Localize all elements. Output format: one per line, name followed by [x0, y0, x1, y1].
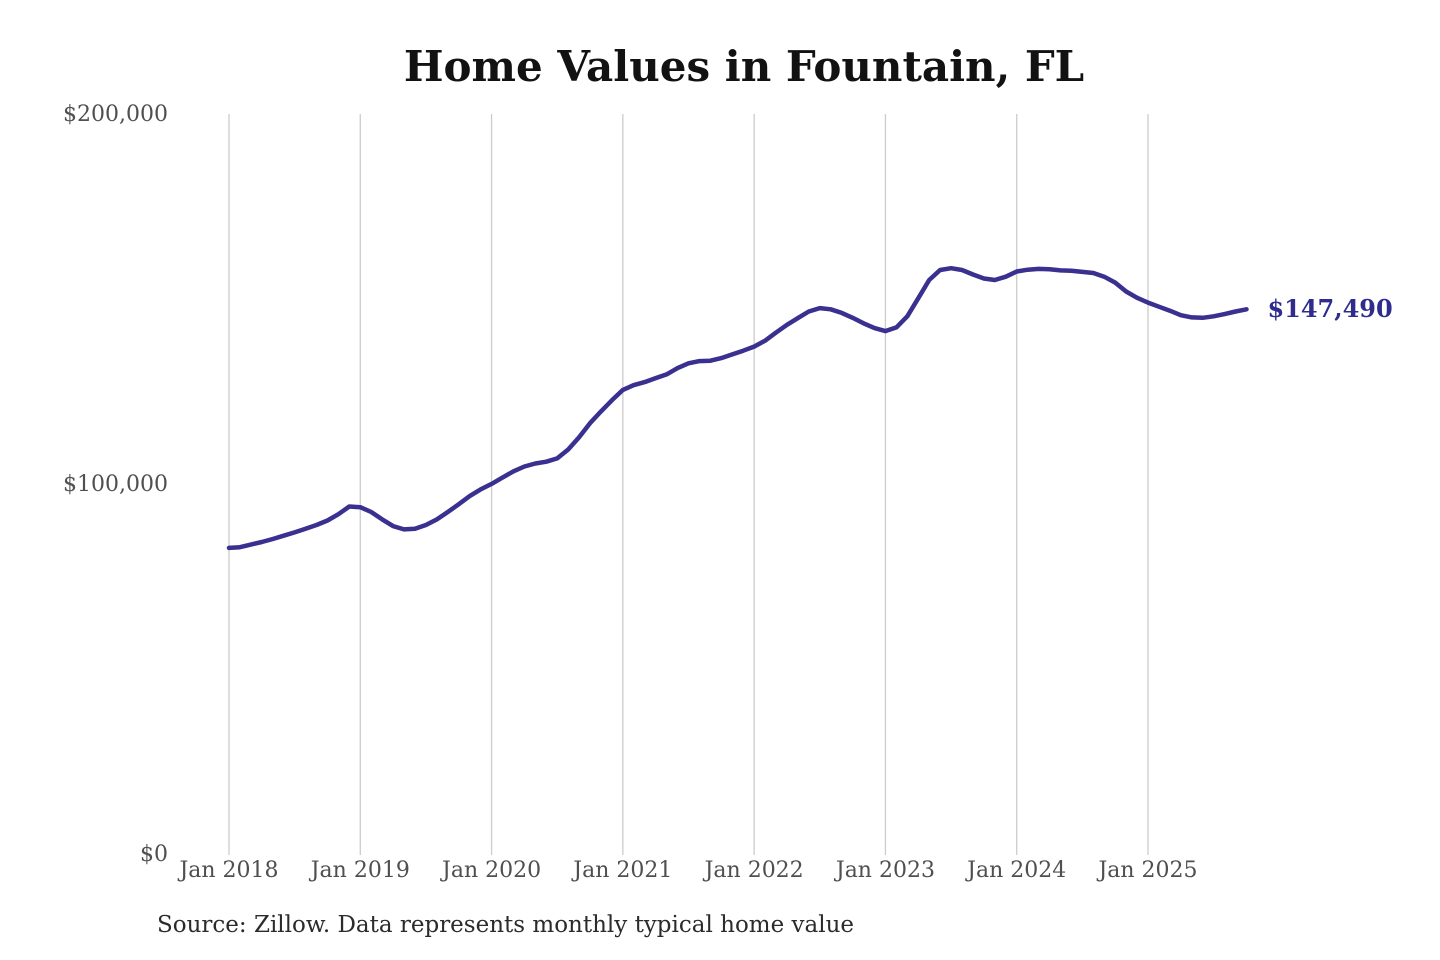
y-tick-label: $200,000: [63, 102, 168, 127]
price-line: [226, 265, 1249, 551]
y-tick-label: $0: [140, 842, 168, 867]
x-tick-label: Jan 2023: [835, 858, 935, 883]
y-tick-label: $100,000: [63, 472, 168, 497]
latest-value-label: $147,490: [1267, 294, 1393, 324]
x-tick-label: Jan 2022: [704, 858, 804, 883]
x-tick-label: Jan 2019: [310, 858, 410, 883]
x-tick-label: Jan 2021: [573, 858, 673, 883]
chart-title: Home Values in Fountain, FL: [403, 42, 1085, 91]
x-tick-label: Jan 2025: [1098, 858, 1198, 883]
source-note: Source: Zillow. Data represents monthly …: [157, 912, 855, 938]
x-tick-label: Jan 2020: [442, 858, 542, 883]
x-tick-label: Jan 2024: [967, 858, 1067, 883]
x-tick-label: Jan 2018: [179, 858, 279, 883]
